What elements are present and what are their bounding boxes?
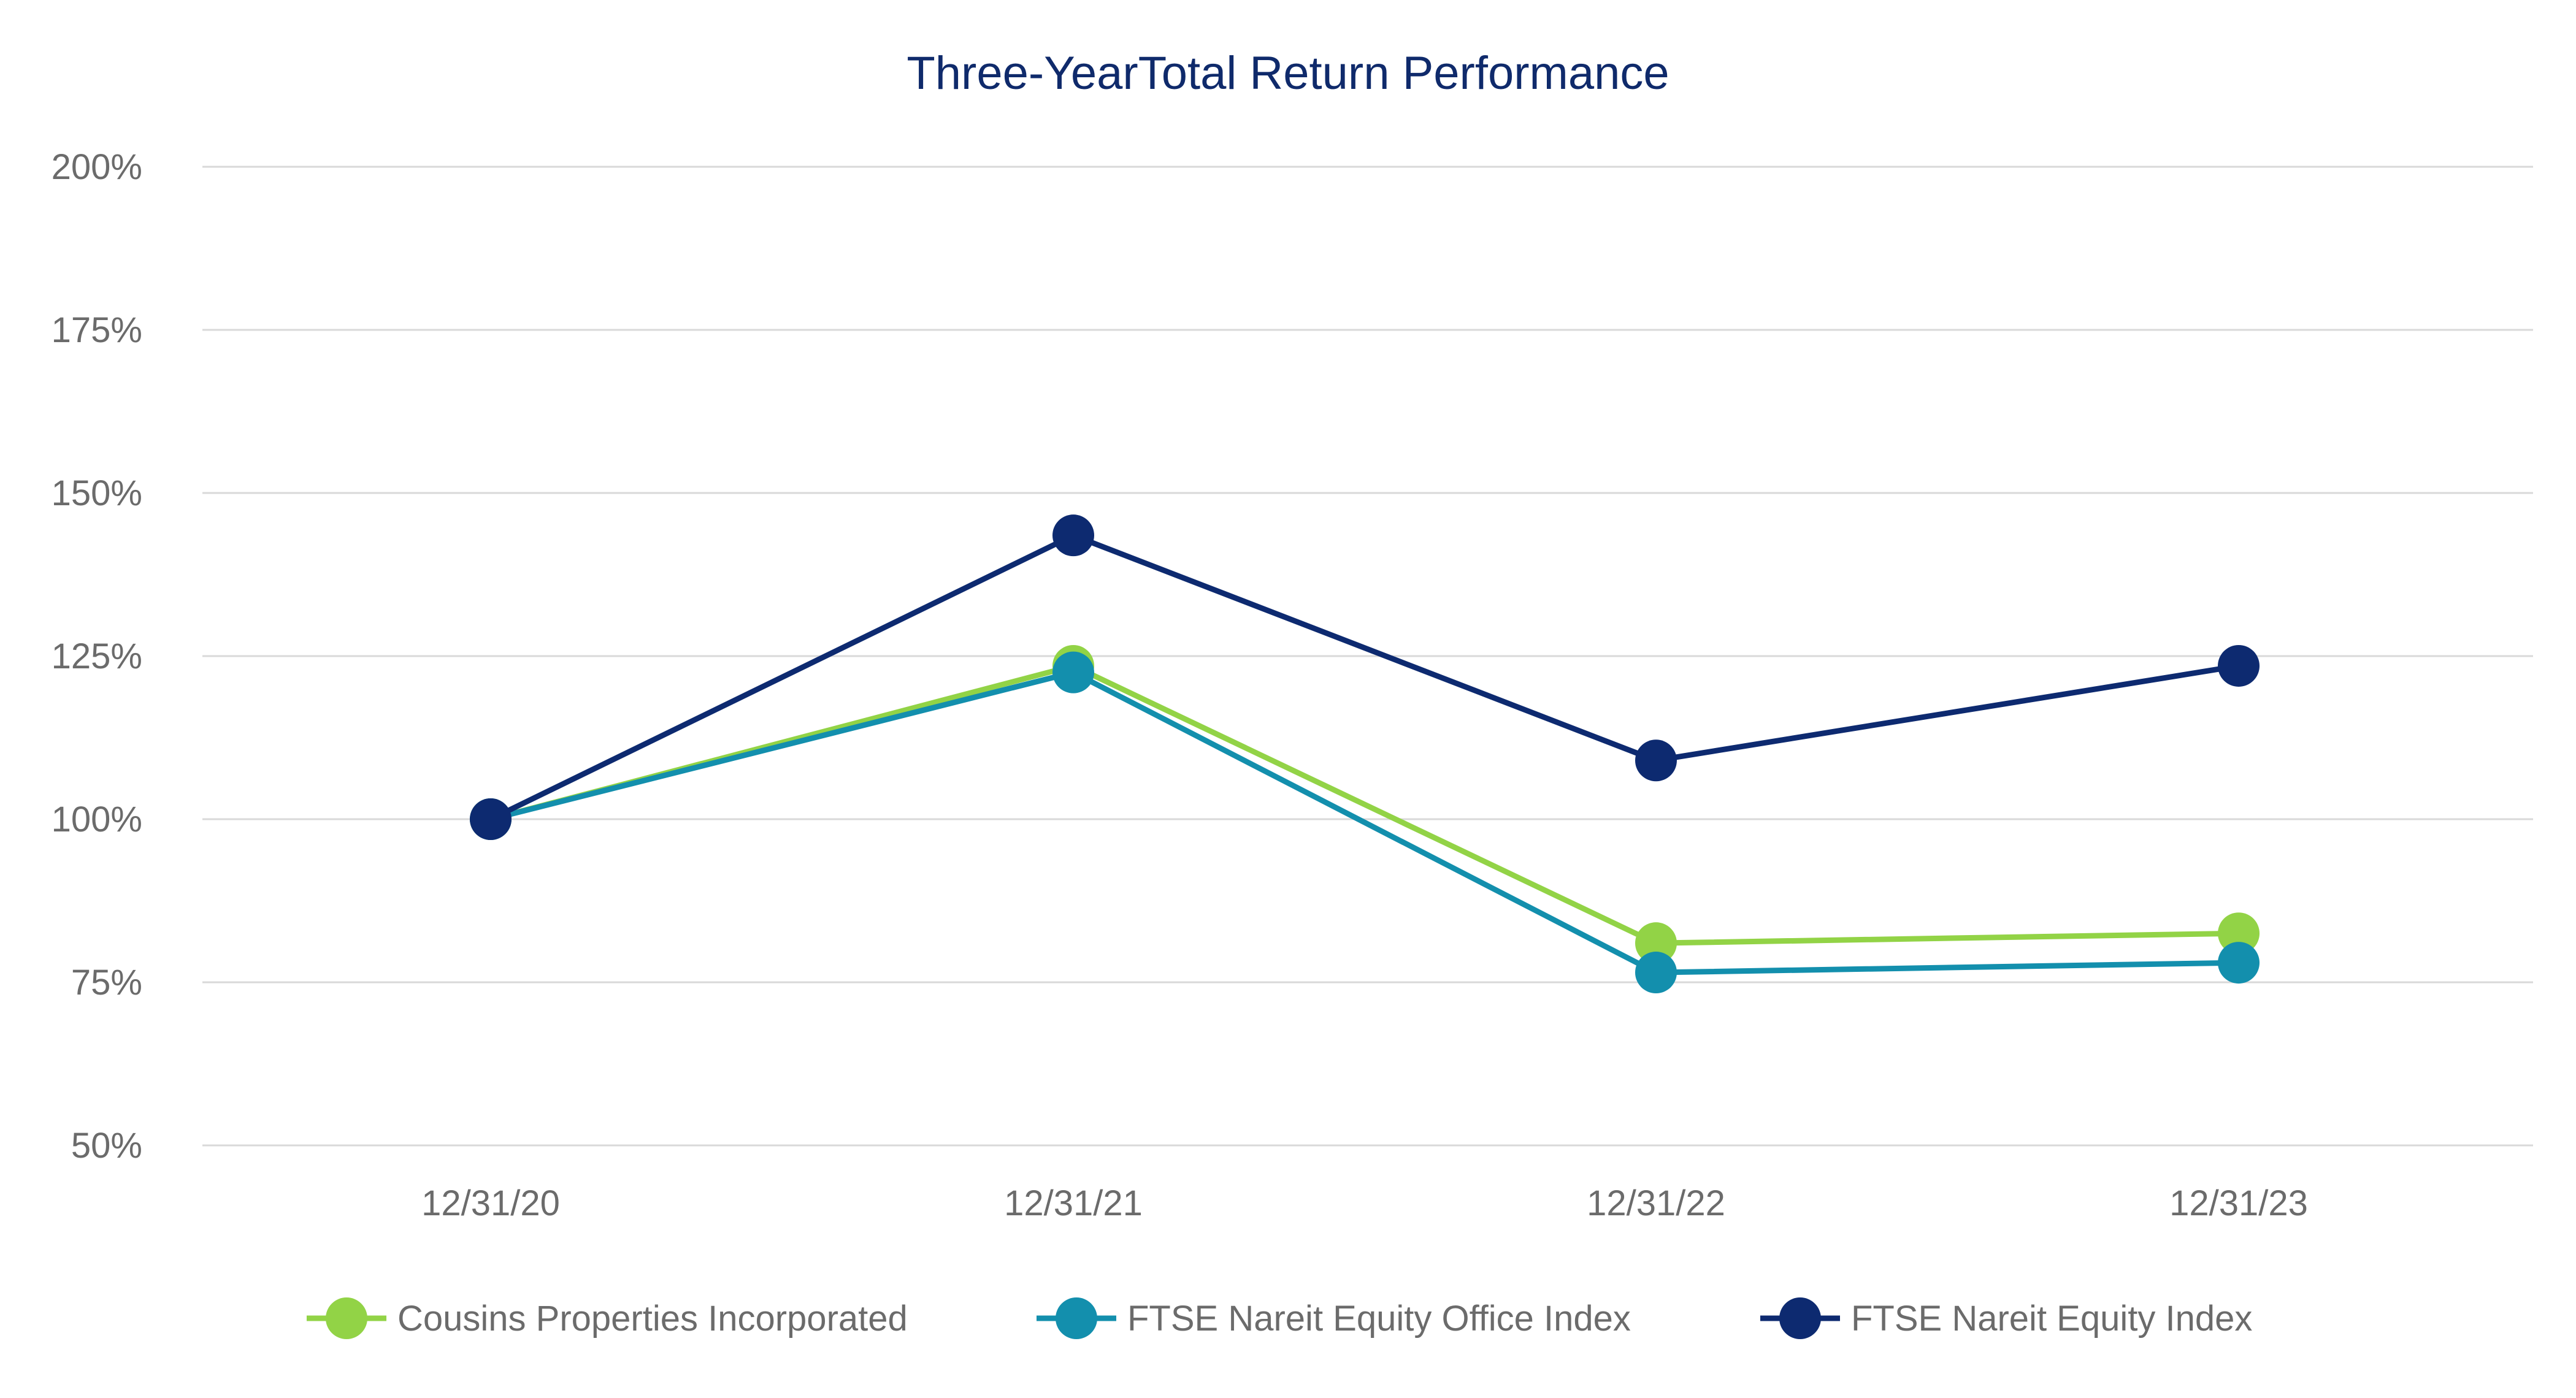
- legend-item: FTSE Nareit Equity Index: [1760, 1297, 2252, 1339]
- data-point: [1635, 739, 1677, 782]
- data-point: [2218, 912, 2260, 955]
- data-point: [1635, 952, 1677, 994]
- legend-item: FTSE Nareit Equity Office Index: [1037, 1297, 1631, 1339]
- legend-swatch-marker: [1779, 1297, 1821, 1339]
- y-tick-label: 100%: [52, 800, 142, 839]
- data-point: [470, 798, 512, 840]
- legend-label: Cousins Properties Incorporated: [397, 1299, 908, 1339]
- y-axis-tick-labels: 50% 75% 100% 125% 150% 175% 200%: [52, 147, 142, 1166]
- legend-swatch-marker: [326, 1297, 367, 1339]
- legend-label: FTSE Nareit Equity Index: [1851, 1299, 2252, 1339]
- legend-item: Cousins Properties Incorporated: [307, 1297, 908, 1339]
- x-tick-label: 12/31/21: [1004, 1183, 1143, 1223]
- series-3: [470, 514, 2260, 840]
- y-tick-label: 175%: [52, 310, 142, 350]
- data-point: [1635, 922, 1677, 964]
- y-tick-label: 50%: [71, 1126, 142, 1166]
- data-point: [1052, 514, 1094, 557]
- x-tick-label: 12/31/20: [421, 1183, 560, 1223]
- series-line: [489, 670, 2239, 976]
- data-point: [2218, 644, 2260, 687]
- series-1: [470, 644, 2260, 964]
- x-tick-label: 12/31/23: [2169, 1183, 2308, 1223]
- data-point: [2218, 942, 2260, 984]
- y-tick-label: 125%: [52, 636, 142, 676]
- legend: Cousins Properties Incorporated FTSE Nare…: [307, 1297, 2252, 1339]
- x-tick-label: 12/31/22: [1587, 1183, 1725, 1223]
- y-tick-label: 200%: [52, 147, 142, 187]
- x-axis-tick-labels: 12/31/20 12/31/21 12/31/22 12/31/23: [421, 1183, 2308, 1223]
- data-point: [1052, 651, 1094, 693]
- legend-swatch-marker: [1056, 1297, 1097, 1339]
- gridlines: [202, 166, 2533, 1147]
- series-2: [470, 651, 2260, 994]
- chart-title: Three-YearTotal Return Performance: [907, 47, 1669, 99]
- legend-label: FTSE Nareit Equity Office Index: [1127, 1299, 1631, 1339]
- series-line: [489, 532, 2239, 822]
- series-lines: [470, 514, 2260, 994]
- y-tick-label: 75%: [71, 963, 142, 1003]
- series-line: [489, 663, 2239, 946]
- y-tick-label: 150%: [52, 473, 142, 513]
